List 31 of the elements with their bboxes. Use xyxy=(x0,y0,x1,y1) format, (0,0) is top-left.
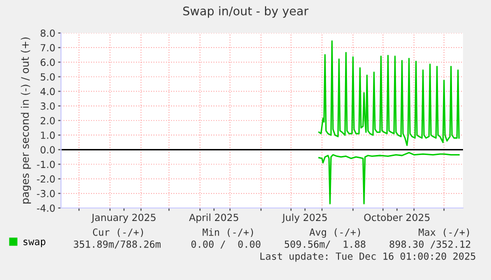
x-tick-label: January 2025 xyxy=(91,214,156,223)
y-axis-title: pages per second in (-) / out (+) xyxy=(20,37,31,204)
text: Max (-/+) xyxy=(418,228,469,237)
line-series xyxy=(318,152,460,204)
text: Cur (-/+) xyxy=(92,228,143,237)
chart-title: Swap in/out - by year xyxy=(183,6,309,18)
y-tick-label: 1.0 xyxy=(41,132,55,139)
y-tick-label: 3.0 xyxy=(40,102,55,110)
y-tick-label: 0.0 xyxy=(40,146,55,154)
y-tick-label: -1.0 xyxy=(36,160,55,168)
legend-label: swap xyxy=(24,240,46,248)
text: 898.30 /352.12 xyxy=(390,240,470,249)
y-tick-label: 7.0 xyxy=(40,44,55,52)
y-tick-label: -4.0 xyxy=(36,204,55,212)
line-series xyxy=(318,40,460,146)
y-tick-label: -3.0 xyxy=(36,190,55,198)
text: Min (-/+) xyxy=(202,228,253,237)
x-tick-label: April 2025 xyxy=(189,214,238,223)
y-tick-label: 8.0 xyxy=(40,29,55,37)
x-tick-label: October 2025 xyxy=(364,214,430,222)
text: 351.89m/788.26m xyxy=(74,240,161,249)
y-tick-label: 6.0 xyxy=(40,58,55,66)
text: 0.00 / 0.00 xyxy=(191,240,260,249)
y-tick-label: 5.0 xyxy=(40,73,55,81)
text: Avg (-/+) xyxy=(310,228,360,238)
y-tick-label: -2.0 xyxy=(36,175,55,183)
y-tick-label: 2.0 xyxy=(40,116,55,124)
text: Last update: Tue Dec 16 01:00:20 2025 xyxy=(260,252,476,262)
text: 509.56m/ 1.88 xyxy=(284,240,366,249)
x-tick-label: July 2025 xyxy=(282,214,327,223)
y-tick-label: 4.0 xyxy=(40,88,55,96)
